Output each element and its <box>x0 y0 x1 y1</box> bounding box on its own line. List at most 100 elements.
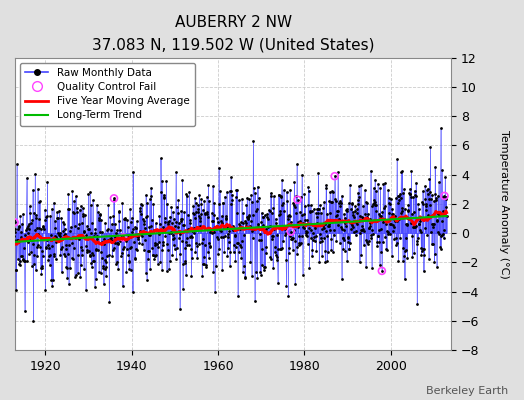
Point <box>96 211 104 218</box>
Point <box>218 267 226 274</box>
Point <box>5 263 14 269</box>
Point <box>276 208 284 214</box>
Point <box>159 191 168 198</box>
Point <box>136 208 145 214</box>
Point <box>280 208 288 214</box>
Point <box>408 211 416 218</box>
Point <box>337 276 346 282</box>
Point <box>440 193 449 199</box>
Point <box>303 241 312 247</box>
Point <box>322 185 331 192</box>
Point <box>356 213 365 219</box>
Point <box>222 216 230 222</box>
Point <box>222 213 230 219</box>
Point <box>372 188 380 194</box>
Point <box>21 258 29 264</box>
Point <box>230 225 238 231</box>
Point <box>48 242 57 249</box>
Point <box>225 239 233 245</box>
Point <box>166 213 174 220</box>
Point <box>68 240 76 246</box>
Point <box>80 227 89 234</box>
Point <box>93 202 101 208</box>
Point <box>56 252 64 258</box>
Point <box>23 175 31 182</box>
Point <box>270 244 279 250</box>
Point <box>73 269 82 276</box>
Point <box>252 208 260 214</box>
Point <box>82 223 91 230</box>
Point <box>97 248 106 255</box>
Point <box>171 219 180 225</box>
Point <box>345 246 353 252</box>
Point <box>389 211 398 217</box>
Point <box>400 276 409 282</box>
Point <box>194 205 202 212</box>
Point <box>46 212 54 219</box>
Point <box>394 200 402 206</box>
Point <box>192 209 200 215</box>
Point <box>420 252 428 258</box>
Point <box>294 223 302 230</box>
Point <box>196 211 205 218</box>
Point <box>35 199 43 205</box>
Point <box>431 164 439 170</box>
Point <box>212 234 221 240</box>
Point <box>229 223 237 230</box>
Point <box>296 218 304 224</box>
Point <box>87 260 95 266</box>
Point <box>399 258 407 264</box>
Point <box>282 257 290 264</box>
Text: Berkeley Earth: Berkeley Earth <box>426 386 508 396</box>
Point <box>301 228 310 234</box>
Point <box>63 275 71 282</box>
Point <box>346 182 354 188</box>
Point <box>288 234 296 241</box>
Point <box>415 221 423 227</box>
Point <box>332 198 341 204</box>
Point <box>18 211 27 218</box>
Point <box>212 263 220 270</box>
Point <box>309 222 318 229</box>
Point <box>151 242 159 248</box>
Point <box>75 236 84 242</box>
Point <box>381 234 389 240</box>
Point <box>205 198 213 204</box>
Point <box>67 235 75 241</box>
Point <box>16 262 25 268</box>
Point <box>88 250 96 256</box>
Point <box>306 208 314 215</box>
Point <box>304 184 313 190</box>
Point <box>128 289 137 295</box>
Point <box>441 174 450 180</box>
Point <box>325 210 334 216</box>
Point <box>416 214 424 221</box>
Point <box>15 223 23 229</box>
Point <box>163 268 171 274</box>
Point <box>327 247 335 254</box>
Point <box>24 222 32 229</box>
Point <box>314 206 323 212</box>
Point <box>71 223 80 229</box>
Point <box>2 213 10 219</box>
Point <box>416 227 424 233</box>
Point <box>440 235 448 241</box>
Point <box>158 242 167 248</box>
Point <box>236 223 244 229</box>
Point <box>300 191 309 197</box>
Point <box>417 245 425 252</box>
Point <box>410 250 418 256</box>
Point <box>174 197 183 203</box>
Point <box>387 252 396 259</box>
Point <box>165 217 173 224</box>
Point <box>78 252 86 258</box>
Point <box>113 259 121 266</box>
Point <box>129 226 138 232</box>
Point <box>297 240 305 246</box>
Point <box>81 287 90 294</box>
Point <box>111 234 119 240</box>
Point <box>17 233 25 240</box>
Point <box>439 208 447 214</box>
Point <box>226 249 234 256</box>
Point <box>182 190 191 197</box>
